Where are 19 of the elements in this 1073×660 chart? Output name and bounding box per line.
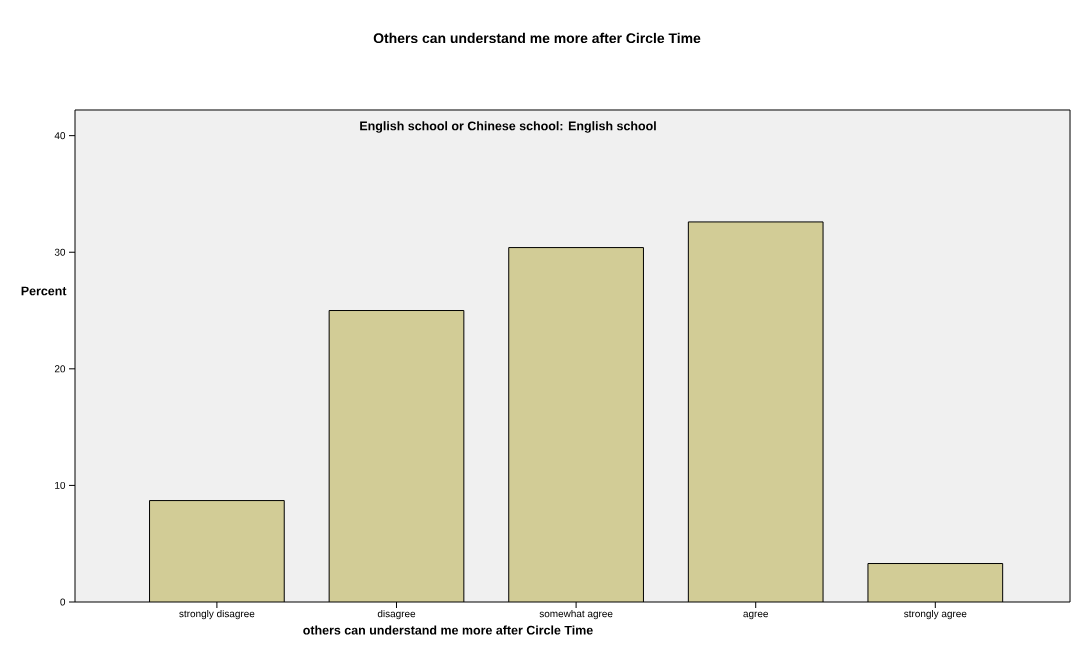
y-tick-label: 0 [60, 598, 66, 606]
bar [149, 500, 285, 602]
x-tick-label: strongly agree [904, 609, 967, 620]
y-tick-label: 40 [54, 132, 66, 140]
bar [867, 563, 1004, 602]
bar [687, 221, 824, 602]
x-tick-label: somewhat agree [539, 609, 613, 620]
chart-title: Others can understand me more after Circle Time [373, 32, 701, 44]
y-axis-title: Percent [21, 286, 67, 296]
y-tick-label: 10 [55, 481, 66, 489]
x-tick-label: agree [743, 611, 768, 620]
y-tick-label: 20 [54, 365, 66, 373]
y-tick-label: 30 [54, 248, 66, 256]
text: English school or Chinese school: English school [360, 121, 656, 133]
x-tick-label: disagree [377, 609, 416, 620]
x-tick-label: strongly disagree [179, 609, 255, 620]
x-axis-title: others can understand me more after Circle Time [303, 625, 593, 635]
bar [329, 310, 464, 602]
bar [508, 247, 644, 602]
